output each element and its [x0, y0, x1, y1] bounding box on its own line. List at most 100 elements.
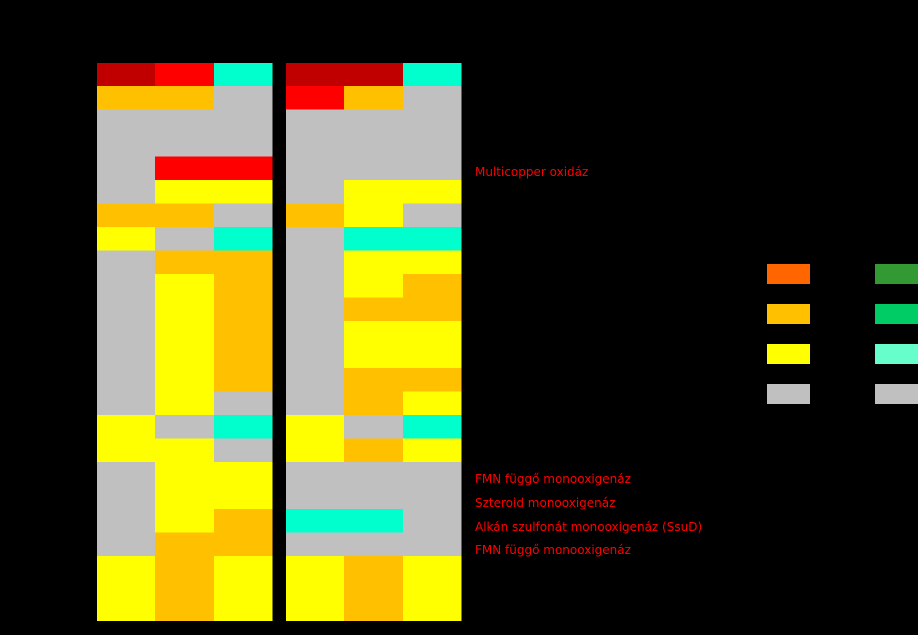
heatmap-cell-p1-r24-c3 [214, 599, 273, 621]
heatmap-cell-p1-r7-c3 [214, 203, 273, 228]
heatmap-cell-p2-r12-c3 [403, 321, 462, 345]
heatmap-cell-p2-r13-c1 [286, 344, 345, 369]
annotation-steroid-monooxygenase: Szteroid monooxigenáz [475, 496, 616, 510]
heatmap-cell-p2-r15-c3 [403, 391, 462, 416]
heatmap-cell-p2-r9-c2 [344, 250, 404, 275]
heatmap-cell-p1-r15-c1 [97, 391, 156, 416]
heatmap-cell-p1-r21-c3 [214, 532, 273, 557]
heatmap-cell-p2-r21-c2 [344, 532, 404, 557]
heatmap-cell-p2-r10-c3 [403, 274, 462, 298]
heatmap-cell-p1-r23-c3 [214, 577, 273, 600]
heatmap-cell-p2-r16-c2 [344, 415, 404, 439]
heatmap-cell-p2-r5-c3 [403, 156, 462, 181]
heatmap-cell-p1-r13-c1 [97, 344, 156, 369]
heatmap-cell-p1-r14-c1 [97, 368, 156, 392]
heatmap-cell-p2-r6-c1 [286, 180, 345, 204]
heatmap-cell-p2-r11-c1 [286, 297, 345, 322]
heatmap-cell-p2-r18-c2 [344, 462, 404, 486]
heatmap-cell-p1-r18-c2 [155, 462, 215, 486]
heatmap-cell-p2-r18-c3 [403, 462, 462, 486]
heatmap-cell-p1-r19-c1 [97, 485, 156, 510]
heatmap-cell-p2-r1-c2 [344, 63, 404, 87]
heatmap-cell-p2-r14-c2 [344, 368, 404, 392]
heatmap-cell-p2-r14-c3 [403, 368, 462, 392]
heatmap-panel-2 [286, 63, 462, 621]
heatmap-cell-p1-r20-c1 [97, 509, 156, 533]
heatmap-cell-p1-r5-c2 [155, 156, 215, 181]
heatmap-cell-p2-r23-c3 [403, 577, 462, 600]
heatmap-cell-p2-r3-c1 [286, 109, 345, 134]
heatmap-cell-p1-r11-c1 [97, 297, 156, 322]
heatmap-cell-p2-r24-c2 [344, 599, 404, 621]
heatmap-cell-p1-r2-c1 [97, 86, 156, 110]
heatmap-cell-p2-r7-c3 [403, 203, 462, 228]
heatmap-panel-1 [97, 63, 273, 621]
heatmap-cell-p2-r6-c3 [403, 180, 462, 204]
heatmap-cell-p1-r17-c2 [155, 438, 215, 463]
heatmap-cell-p1-r2-c3 [214, 86, 273, 110]
heatmap-cell-p2-r20-c2 [344, 509, 404, 533]
heatmap-cell-p2-r17-c2 [344, 438, 404, 463]
heatmap-cell-p1-r19-c2 [155, 485, 215, 510]
heatmap-cell-p2-r21-c1 [286, 532, 345, 557]
legend-swatch-c1-r1 [767, 264, 810, 284]
heatmap-cell-p1-r9-c3 [214, 250, 273, 275]
heatmap-cell-p2-r13-c2 [344, 344, 404, 369]
heatmap-cell-p1-r11-c2 [155, 297, 215, 322]
heatmap-cell-p1-r22-c2 [155, 556, 215, 578]
heatmap-cell-p2-r22-c1 [286, 556, 345, 578]
heatmap-cell-p1-r21-c2 [155, 532, 215, 557]
heatmap-cell-p1-r6-c2 [155, 180, 215, 204]
heatmap-cell-p2-r22-c2 [344, 556, 404, 578]
heatmap-cell-p2-r14-c1 [286, 368, 345, 392]
heatmap-cell-p1-r12-c1 [97, 321, 156, 345]
heatmap-cell-p2-r3-c3 [403, 109, 462, 134]
heatmap-cell-p2-r5-c1 [286, 156, 345, 181]
heatmap-cell-p1-r4-c1 [97, 133, 156, 157]
heatmap-cell-p1-r5-c3 [214, 156, 273, 181]
heatmap-cell-p2-r19-c1 [286, 485, 345, 510]
heatmap-cell-p2-r23-c1 [286, 577, 345, 600]
heatmap-cell-p1-r16-c1 [97, 415, 156, 439]
legend-swatch-c1-r2 [767, 304, 810, 324]
heatmap-cell-p2-r24-c1 [286, 599, 345, 621]
heatmap-cell-p2-r15-c1 [286, 391, 345, 416]
heatmap-cell-p1-r3-c3 [214, 109, 273, 134]
heatmap-cell-p1-r23-c2 [155, 577, 215, 600]
heatmap-cell-p1-r8-c2 [155, 227, 215, 251]
heatmap-cell-p1-r9-c1 [97, 250, 156, 275]
heatmap-cell-p2-r17-c1 [286, 438, 345, 463]
heatmap-cell-p2-r1-c3 [403, 63, 462, 87]
heatmap-cell-p2-r10-c1 [286, 274, 345, 298]
heatmap-cell-p1-r8-c3 [214, 227, 273, 251]
heatmap-cell-p1-r24-c2 [155, 599, 215, 621]
heatmap-cell-p1-r15-c2 [155, 391, 215, 416]
legend-swatch-c2-r1 [875, 264, 918, 284]
heatmap-cell-p1-r22-c3 [214, 556, 273, 578]
heatmap-cell-p2-r10-c2 [344, 274, 404, 298]
heatmap-cell-p2-r12-c1 [286, 321, 345, 345]
heatmap-cell-p2-r24-c3 [403, 599, 462, 621]
heatmap-cell-p1-r24-c1 [97, 599, 156, 621]
heatmap-cell-p2-r7-c2 [344, 203, 404, 228]
heatmap-cell-p1-r8-c1 [97, 227, 156, 251]
heatmap-cell-p1-r1-c3 [214, 63, 273, 87]
heatmap-cell-p1-r17-c3 [214, 438, 273, 463]
heatmap-cell-p1-r6-c3 [214, 180, 273, 204]
heatmap-cell-p1-r13-c3 [214, 344, 273, 369]
heatmap-cell-p2-r13-c3 [403, 344, 462, 369]
heatmap-cell-p2-r19-c3 [403, 485, 462, 510]
heatmap-cell-p1-r5-c1 [97, 156, 156, 181]
heatmap-cell-p1-r7-c1 [97, 203, 156, 228]
annotation-fmn-dependent-monooxygenase-2: FMN függő monooxigenáz [475, 543, 631, 557]
heatmap-cell-p2-r11-c3 [403, 297, 462, 322]
heatmap-cell-p1-r11-c3 [214, 297, 273, 322]
heatmap-cell-p2-r5-c2 [344, 156, 404, 181]
heatmap-cell-p2-r4-c2 [344, 133, 404, 157]
heatmap-cell-p1-r3-c1 [97, 109, 156, 134]
heatmap-cell-p1-r9-c2 [155, 250, 215, 275]
heatmap-cell-p2-r23-c2 [344, 577, 404, 600]
legend-swatch-c1-r4 [767, 384, 810, 404]
heatmap-cell-p2-r21-c3 [403, 532, 462, 557]
